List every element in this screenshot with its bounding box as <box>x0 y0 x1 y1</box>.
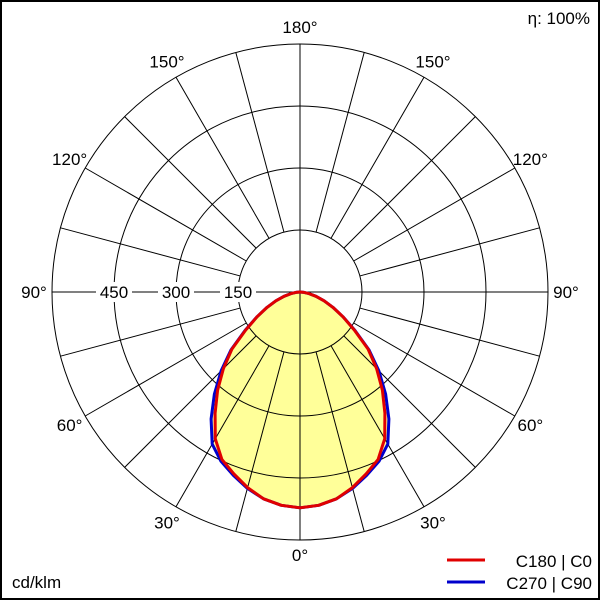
tick-label-bg <box>158 282 194 302</box>
grid-spoke <box>353 322 516 417</box>
grid-spoke <box>84 167 247 262</box>
angle-label: 30° <box>420 513 446 532</box>
grid-spoke <box>175 345 270 508</box>
angle-label: 60° <box>518 416 544 435</box>
grid-spoke <box>343 116 476 249</box>
grid-spoke <box>124 116 257 249</box>
legend-label: C270 | C90 <box>506 574 592 593</box>
angle-label: 60° <box>57 416 83 435</box>
tick-label-bg <box>220 282 256 302</box>
grid-spoke <box>330 76 425 239</box>
angle-label: 0° <box>292 546 308 565</box>
tick-label-bg <box>96 282 132 302</box>
angle-label: 180° <box>282 18 317 37</box>
grid-spoke <box>315 52 365 233</box>
angle-label: 90° <box>553 283 579 302</box>
grid-spoke <box>235 351 285 532</box>
series-curve-c180-c0 <box>213 290 387 510</box>
radial-tick-label: 150 <box>224 283 252 302</box>
grid-spoke <box>175 76 270 239</box>
angle-label: 120° <box>52 150 87 169</box>
angle-label: 90° <box>21 283 47 302</box>
grid-spoke <box>124 335 257 468</box>
angle-label: 150° <box>415 53 450 72</box>
grid-spoke <box>60 307 241 357</box>
radial-tick-label: 300 <box>162 283 190 302</box>
grid-spoke <box>343 335 476 468</box>
grid-spoke <box>330 345 425 508</box>
grid-spoke <box>235 52 285 233</box>
radial-tick-label: 450 <box>100 283 128 302</box>
grid-spoke <box>359 227 540 277</box>
angle-label: 30° <box>154 513 180 532</box>
legend-label: C180 | C0 <box>516 552 592 571</box>
grid-spoke <box>359 307 540 357</box>
grid-spoke <box>353 167 516 262</box>
angle-label: 120° <box>513 150 548 169</box>
angle-label: 150° <box>149 53 184 72</box>
efficiency-label: η: 100% <box>528 9 590 28</box>
unit-label: cd/klm <box>12 573 61 592</box>
grid-spoke <box>60 227 241 277</box>
grid-spoke <box>84 322 247 417</box>
grid-spoke <box>315 351 365 532</box>
